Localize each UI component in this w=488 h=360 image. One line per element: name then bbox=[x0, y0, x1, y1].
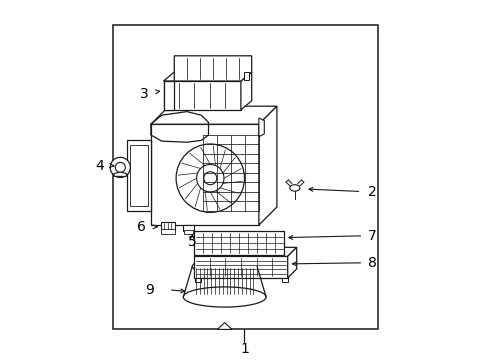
Bar bbox=[161, 229, 174, 234]
Circle shape bbox=[110, 157, 130, 177]
Text: 4: 4 bbox=[95, 159, 104, 172]
Circle shape bbox=[219, 258, 230, 269]
Polygon shape bbox=[114, 172, 126, 176]
Polygon shape bbox=[258, 118, 264, 137]
Bar bbox=[195, 278, 200, 282]
Polygon shape bbox=[163, 81, 174, 110]
Polygon shape bbox=[258, 106, 276, 225]
Bar bbox=[151, 124, 258, 225]
Text: 8: 8 bbox=[367, 256, 376, 270]
Bar bbox=[282, 278, 287, 282]
Polygon shape bbox=[241, 72, 251, 110]
Text: 6: 6 bbox=[137, 220, 146, 234]
Bar bbox=[161, 222, 174, 230]
Polygon shape bbox=[163, 72, 251, 81]
Polygon shape bbox=[217, 323, 231, 329]
Bar bbox=[184, 230, 193, 234]
Text: 2: 2 bbox=[367, 185, 376, 198]
Bar bbox=[130, 145, 148, 206]
Polygon shape bbox=[287, 247, 296, 278]
Text: 7: 7 bbox=[367, 229, 376, 243]
Circle shape bbox=[115, 162, 125, 172]
Bar bbox=[127, 140, 151, 211]
Bar bbox=[113, 25, 377, 329]
Circle shape bbox=[176, 144, 244, 212]
Ellipse shape bbox=[192, 258, 257, 274]
Text: 1: 1 bbox=[240, 342, 248, 356]
Text: 9: 9 bbox=[144, 283, 153, 297]
Circle shape bbox=[203, 172, 216, 185]
Bar bbox=[194, 231, 284, 255]
Text: 5: 5 bbox=[187, 235, 196, 249]
Polygon shape bbox=[151, 106, 276, 124]
Bar bbox=[194, 256, 287, 278]
Bar bbox=[244, 72, 248, 80]
Text: 3: 3 bbox=[140, 87, 148, 100]
Polygon shape bbox=[194, 247, 296, 256]
Polygon shape bbox=[163, 81, 241, 110]
Ellipse shape bbox=[289, 185, 299, 191]
Ellipse shape bbox=[203, 253, 246, 266]
Circle shape bbox=[196, 165, 224, 192]
Bar bbox=[183, 225, 194, 231]
Polygon shape bbox=[174, 56, 251, 81]
